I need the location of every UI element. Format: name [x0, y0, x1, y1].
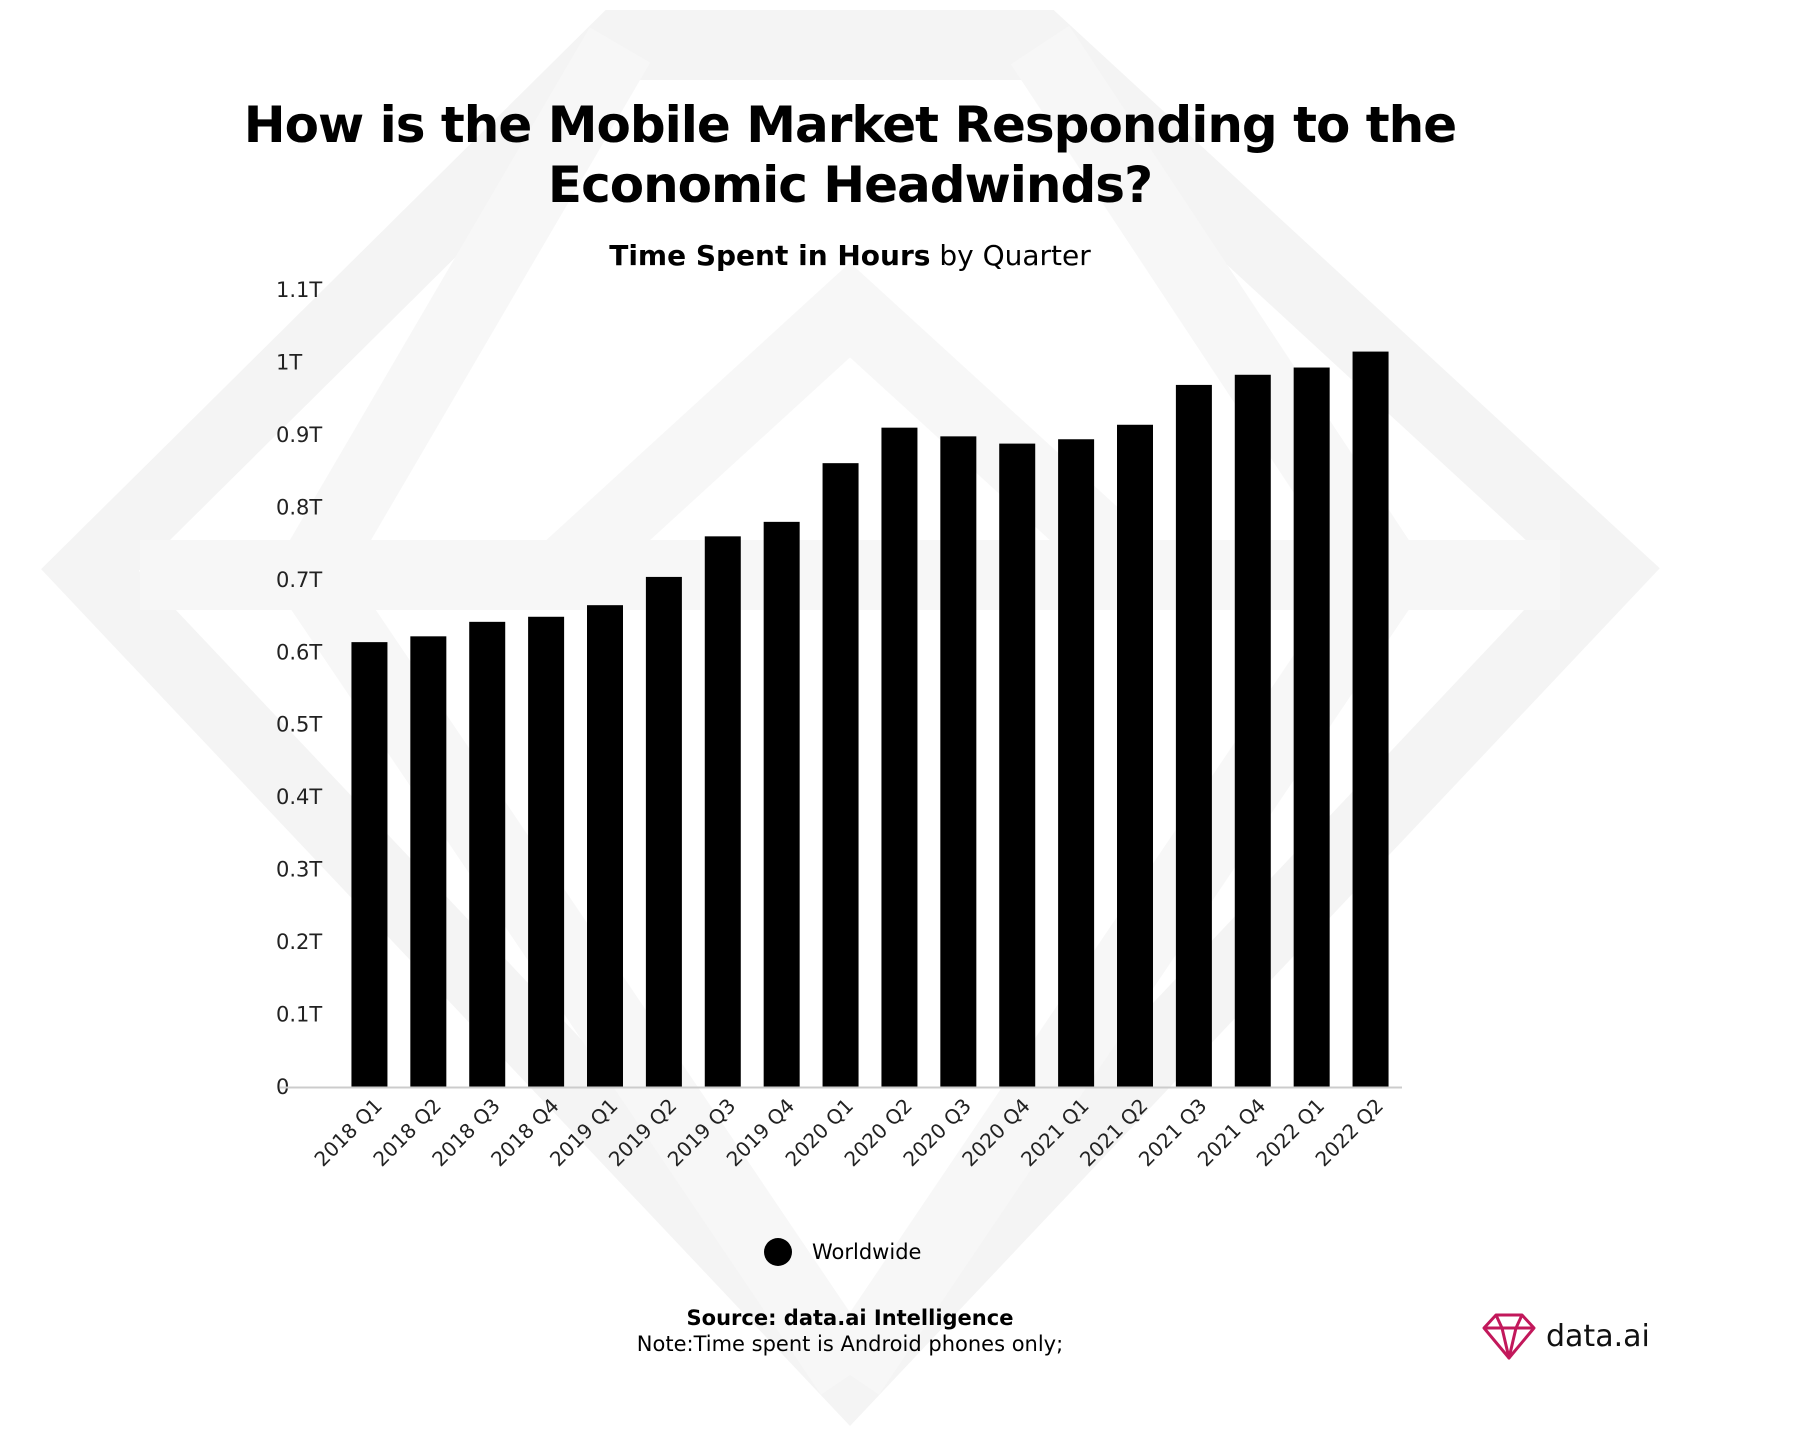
legend-label-worldwide: Worldwide [812, 1240, 922, 1264]
y-tick-label: 0.7T [276, 568, 322, 592]
bar [881, 427, 918, 1087]
bar [1058, 439, 1095, 1088]
y-tick-label: 1T [276, 350, 302, 374]
y-tick-label: 0.5T [276, 713, 322, 737]
bar [1352, 351, 1389, 1087]
bar [822, 463, 859, 1087]
y-tick-label: 0.9T [276, 423, 322, 447]
bar [587, 605, 623, 1087]
y-tick-label: 0.3T [276, 858, 322, 882]
source-text: Source: data.ai Intelligence [686, 1306, 1014, 1330]
bar [1293, 367, 1330, 1087]
bar [704, 536, 741, 1087]
data-ai-logo: data.ai [1480, 1310, 1650, 1362]
bar [763, 521, 800, 1087]
chart-title-bold: Time Spent in Hours [609, 239, 931, 272]
y-tick-label: 0.6T [276, 640, 322, 664]
bar [645, 576, 682, 1087]
chart-title: Time Spent in Hours by Quarter [300, 238, 1400, 274]
bar [1175, 384, 1212, 1087]
logo-text: data.ai [1546, 1318, 1650, 1354]
bar [999, 443, 1036, 1087]
y-tick-label: 1.1T [276, 278, 322, 302]
chart-title-rest: by Quarter [939, 239, 1091, 272]
page-title: How is the Mobile Market Responding to t… [243, 96, 1457, 214]
bar [940, 436, 977, 1088]
diamond-icon [1482, 1313, 1536, 1360]
bar [1117, 424, 1153, 1087]
bar [351, 642, 388, 1087]
note-text: Note:Time spent is Android phones only; [636, 1332, 1064, 1356]
y-tick-label: 0.8T [276, 495, 322, 519]
legend-swatch-worldwide [764, 1238, 792, 1266]
bar [469, 621, 506, 1087]
y-tick-label: 0.4T [276, 785, 322, 809]
y-tick-label: 0.2T [276, 930, 322, 954]
legend: Worldwide [764, 1236, 921, 1268]
y-tick-label: 0.1T [276, 1003, 322, 1027]
bar [528, 616, 565, 1087]
bar [410, 636, 447, 1087]
bar [1234, 374, 1271, 1087]
